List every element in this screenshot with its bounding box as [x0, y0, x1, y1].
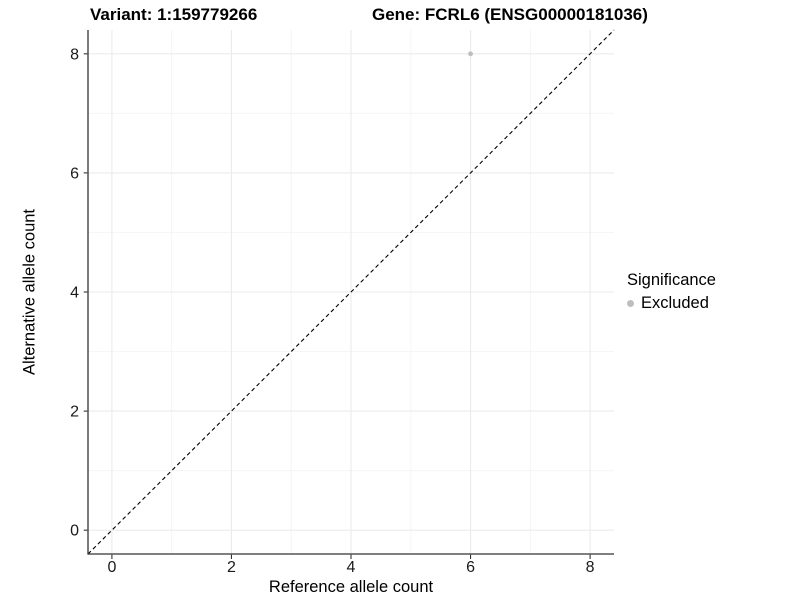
legend-item-excluded: Excluded — [627, 294, 716, 313]
y-tick-label: 2 — [70, 404, 79, 421]
legend-point-icon — [627, 300, 634, 307]
plot-title-gene: Gene: FCRL6 (ENSG00000181036) — [372, 5, 648, 24]
x-axis-title: Reference allele count — [268, 578, 434, 596]
y-tick-label: 4 — [70, 285, 79, 302]
x-tick-label: 0 — [107, 559, 116, 576]
y-axis-title: Alternative allele count — [20, 208, 39, 376]
plot-title-variant: Variant: 1:159779266 — [90, 5, 258, 24]
x-tick-label: 6 — [466, 559, 475, 576]
identity-line — [87, 29, 615, 555]
y-tick-label: 6 — [70, 165, 79, 182]
x-tick-label: 2 — [227, 559, 236, 576]
x-tick-label: 8 — [586, 559, 595, 576]
data-point — [468, 51, 473, 57]
legend-item-label: Excluded — [641, 294, 709, 312]
legend-title: Significance — [627, 271, 716, 289]
legend: Significance Excluded — [627, 271, 716, 313]
x-tick-label: 4 — [347, 559, 356, 576]
y-tick-label: 0 — [70, 523, 79, 540]
y-tick-label: 8 — [70, 46, 79, 63]
